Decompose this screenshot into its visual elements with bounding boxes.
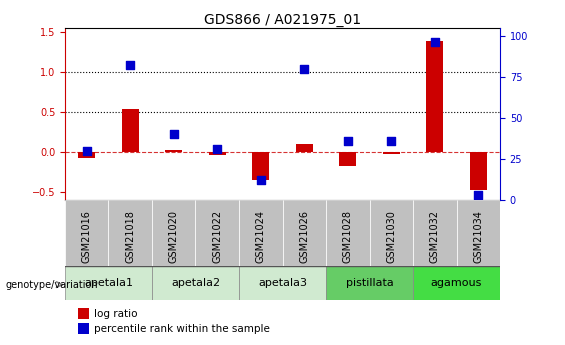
Point [82, 148, 92, 154]
Point [212, 146, 221, 152]
Bar [152, 266, 239, 300]
Point [170, 132, 179, 137]
Point [343, 138, 353, 144]
Text: apetala3: apetala3 [258, 278, 307, 288]
Text: GSM21022: GSM21022 [212, 210, 222, 263]
Point [257, 178, 266, 183]
Text: GSM21016: GSM21016 [82, 210, 92, 263]
Text: apetala2: apetala2 [171, 278, 220, 288]
Text: GSM21020: GSM21020 [169, 210, 179, 263]
Text: GSM21030: GSM21030 [386, 210, 396, 263]
Bar [339, 152, 357, 166]
Text: apetala1: apetala1 [84, 278, 133, 288]
Point [126, 63, 135, 68]
Point [473, 193, 483, 198]
Text: GSM21032: GSM21032 [430, 210, 440, 263]
Point [431, 40, 440, 45]
Bar [252, 152, 270, 180]
Bar [65, 266, 152, 300]
Bar [108, 200, 152, 266]
Bar [65, 200, 108, 266]
Text: GSM21026: GSM21026 [299, 210, 309, 263]
Text: GSM21028: GSM21028 [343, 210, 353, 263]
Text: agamous: agamous [431, 278, 482, 288]
Bar [208, 152, 226, 155]
Bar [413, 200, 457, 266]
Text: log ratio: log ratio [94, 309, 137, 319]
Bar [239, 200, 282, 266]
Bar [239, 266, 326, 300]
Bar [79, 323, 89, 334]
Bar [326, 200, 370, 266]
Bar [295, 144, 313, 152]
Bar [470, 152, 487, 190]
Bar [426, 41, 444, 152]
Bar [152, 200, 195, 266]
Title: GDS866 / A021975_01: GDS866 / A021975_01 [204, 12, 361, 27]
Bar [282, 200, 326, 266]
Bar [121, 109, 139, 152]
Point [386, 138, 396, 144]
Bar [79, 308, 89, 319]
Text: GSM21034: GSM21034 [473, 210, 483, 263]
Bar [383, 152, 400, 154]
Text: percentile rank within the sample: percentile rank within the sample [94, 324, 270, 334]
Text: genotype/variation: genotype/variation [6, 280, 98, 289]
Bar [413, 266, 500, 300]
Bar [195, 200, 239, 266]
Text: GSM21018: GSM21018 [125, 210, 135, 263]
Text: pistillata: pistillata [346, 278, 393, 288]
Bar [457, 200, 500, 266]
Point [299, 66, 308, 71]
Bar [78, 152, 95, 158]
Text: GSM21024: GSM21024 [256, 210, 266, 263]
Bar [326, 266, 413, 300]
Bar [165, 149, 182, 152]
Bar [370, 200, 413, 266]
